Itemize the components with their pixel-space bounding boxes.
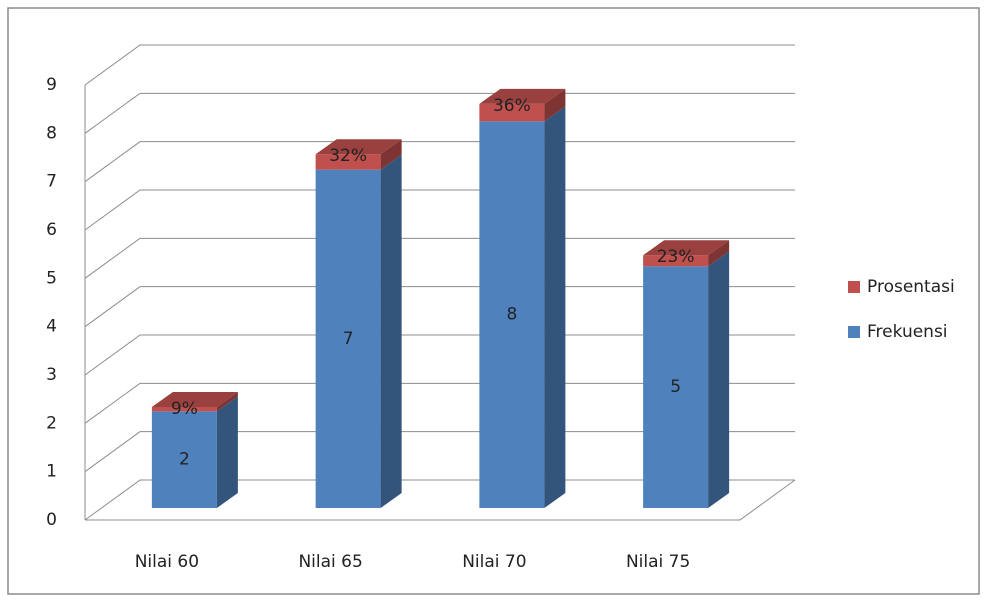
bar-top [479,88,566,104]
bar-front [479,121,545,508]
y-tick-label: 0 [46,510,57,530]
x-tick-label: Nilai 75 [626,552,690,572]
legend-swatch [848,326,860,338]
bar-side [708,240,730,267]
bar-side [380,139,402,170]
legend-swatch [848,281,860,293]
bar-top [643,240,730,256]
legend-label: Prosentasi [867,277,955,297]
data-label: 5 [670,377,681,397]
y-tick-label: 1 [46,462,57,482]
bar-side [708,251,730,509]
y-tick-label: 5 [46,268,57,288]
x-tick-label: Nilai 70 [462,552,526,572]
grid-line [84,189,795,231]
grid-line [84,431,795,473]
bar-front [315,169,381,508]
grid-line [84,44,795,86]
bar-side [216,396,238,508]
y-tick-label: 4 [46,317,57,337]
bar-top [315,139,402,155]
data-label: 2 [179,450,190,470]
data-label: 9% [171,399,198,419]
y-tick-label: 2 [46,413,57,433]
bar-side [380,154,402,508]
data-label: 8 [506,305,517,325]
grid-line [84,382,795,424]
bar-front [643,255,709,267]
bar-side [544,88,566,122]
grid-line [84,479,795,521]
data-label: 32% [329,146,367,166]
y-tick-label: 7 [46,172,57,192]
x-tick-label: Nilai 60 [135,552,199,572]
y-tick-label: 9 [46,75,57,95]
bar-top [151,391,238,407]
x-tick-label: Nilai 65 [298,552,362,572]
grid-line [84,92,795,134]
bar-front [479,103,545,122]
bar-front [151,411,217,508]
bar-front [315,154,381,170]
y-tick-label: 8 [46,123,57,143]
bar-front [151,406,217,412]
bar-side [216,391,238,412]
grid-line [84,334,795,376]
grid-line [84,141,795,183]
grid-line [84,286,795,328]
grid-line [84,237,795,279]
legend-label: Frekuensi [867,322,948,342]
y-tick-label: 3 [46,365,57,385]
data-label: 36% [493,96,531,116]
y-tick-label: 6 [46,220,57,240]
data-label: 7 [343,329,354,349]
data-label: 23% [657,247,695,267]
bar-front [643,266,709,508]
bar-side [544,106,566,508]
